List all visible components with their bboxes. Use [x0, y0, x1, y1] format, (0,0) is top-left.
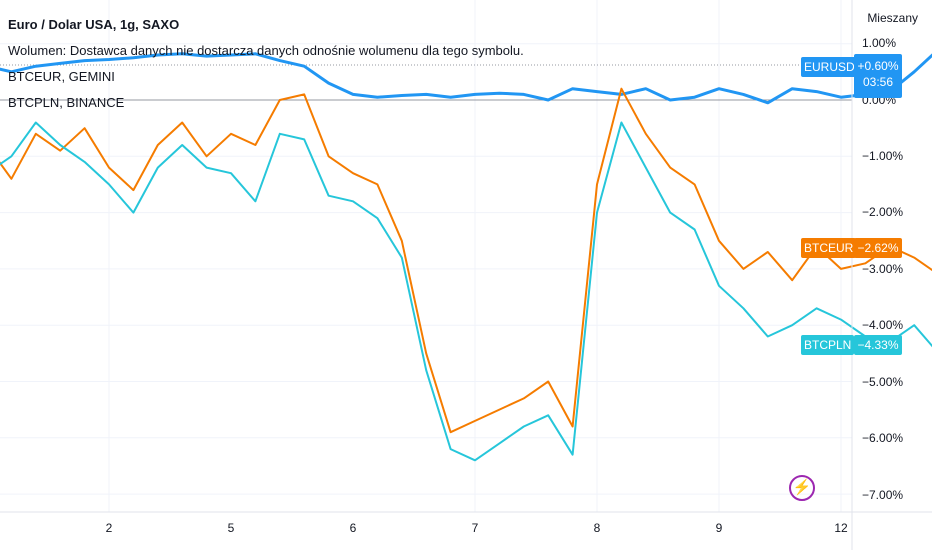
legend-series-btceur[interactable]: BTCEUR, GEMINI — [8, 69, 115, 84]
y-tick-label: −3.00% — [862, 262, 904, 276]
legend-title[interactable]: Euro / Dolar USA, 1g, SAXO — [8, 17, 180, 32]
btceur-value-badge: −2.62% — [854, 238, 902, 258]
eurusd-symbol-badge[interactable]: EURUSD — [801, 57, 858, 77]
lightning-icon[interactable]: ⚡ — [789, 475, 815, 501]
x-tick-label: 7 — [471, 521, 479, 535]
y-tick-label: 1.00% — [862, 36, 897, 50]
legend-series-btcpln[interactable]: BTCPLN, BINANCE — [8, 95, 125, 110]
x-tick-label: 5 — [227, 521, 235, 535]
y-tick-label: −5.00% — [862, 375, 904, 389]
x-tick-label: 12 — [834, 521, 848, 535]
eurusd-value-badge: +0.60% 03:56 — [854, 54, 902, 98]
btceur-symbol-badge[interactable]: BTCEUR — [801, 238, 857, 258]
x-tick-label: 9 — [715, 521, 723, 535]
series-line-btceur[interactable] — [0, 87, 932, 434]
legend-volume-note: Wolumen: Dostawca danych nie dostarcza d… — [8, 43, 524, 58]
x-tick-label: 2 — [105, 521, 113, 535]
scale-mode-label[interactable]: Mieszany — [867, 11, 918, 25]
grid — [0, 0, 852, 512]
btcpln-value-badge: −4.33% — [854, 335, 902, 355]
eurusd-countdown: 03:56 — [862, 75, 894, 89]
y-tick-label: −1.00% — [862, 149, 904, 163]
series-line-btcpln[interactable] — [0, 121, 932, 462]
eurusd-value: +0.60% — [857, 59, 899, 73]
y-tick-label: −6.00% — [862, 431, 904, 445]
y-tick-label: −4.00% — [862, 318, 904, 332]
series-layer — [0, 52, 932, 462]
x-tick-label: 8 — [593, 521, 601, 535]
y-tick-label: −7.00% — [862, 488, 904, 502]
y-tick-label: −2.00% — [862, 205, 904, 219]
x-tick-label: 6 — [349, 521, 357, 535]
btcpln-symbol-badge[interactable]: BTCPLN — [801, 335, 855, 355]
